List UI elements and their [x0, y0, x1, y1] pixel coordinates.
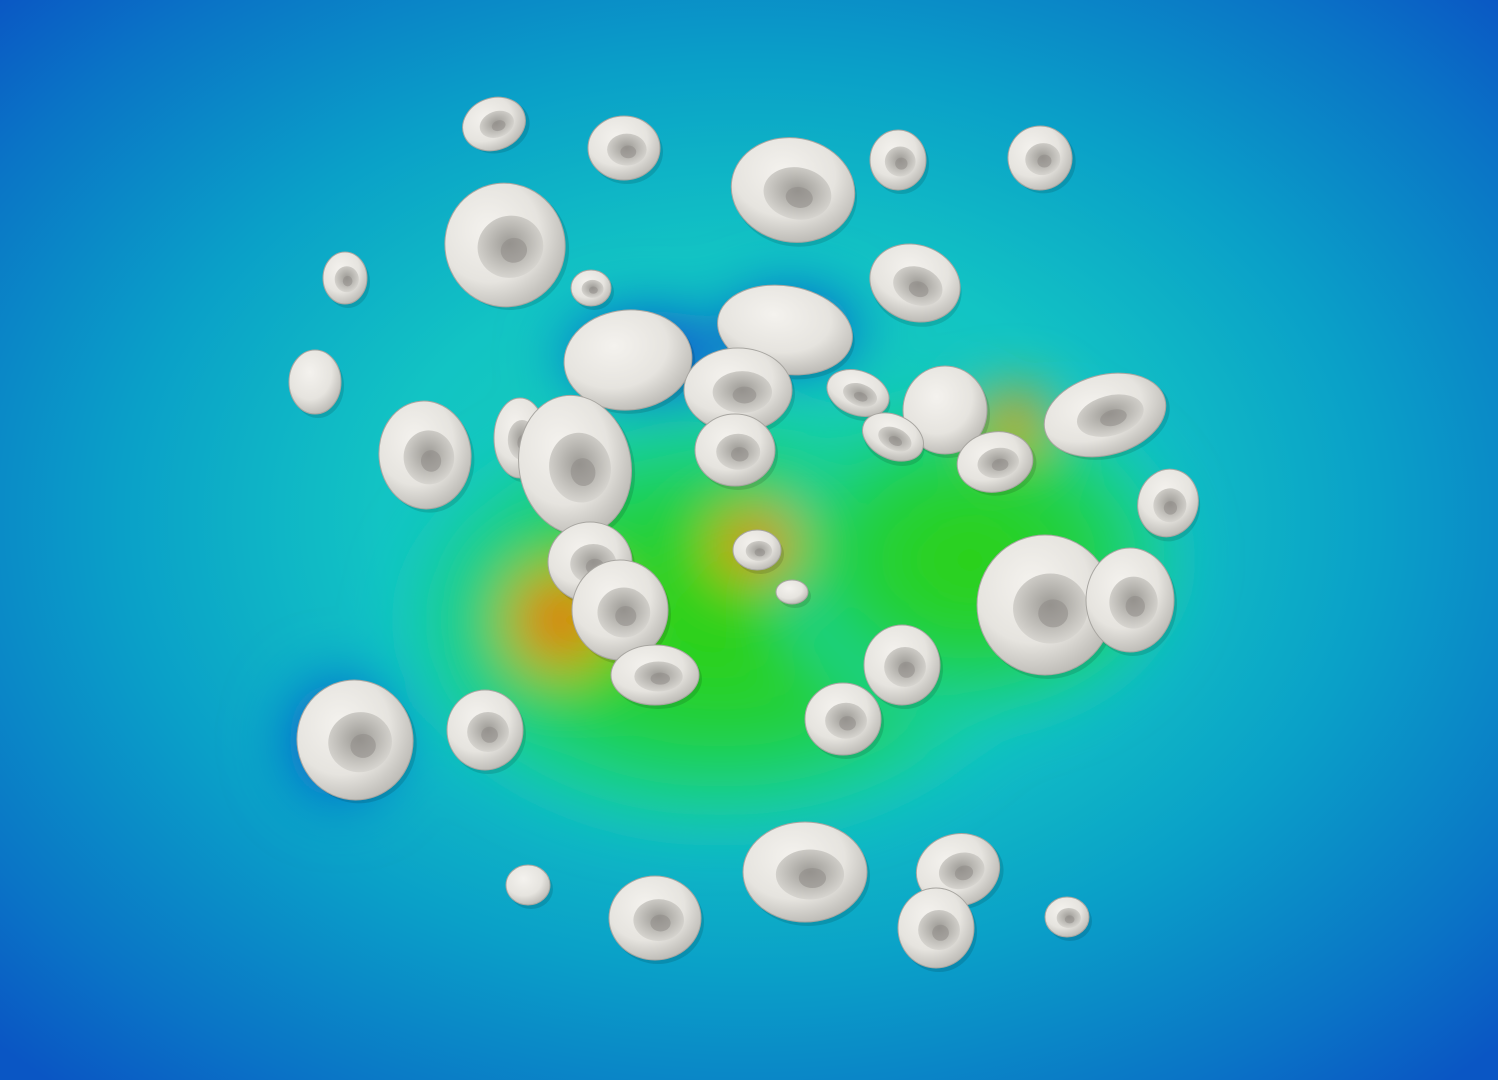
red-blood-cell [742, 821, 870, 926]
red-blood-cell [505, 864, 553, 909]
red-blood-cell [296, 679, 417, 804]
red-blood-cell [826, 369, 891, 422]
red-blood-cell [570, 269, 614, 310]
red-blood-cell [610, 644, 702, 709]
red-blood-cell [587, 115, 663, 184]
red-blood-cell [869, 129, 929, 194]
red-blood-cell [322, 251, 370, 308]
red-blood-cell [897, 887, 977, 972]
red-blood-cell [1085, 547, 1177, 656]
red-blood-cell [956, 431, 1037, 496]
red-blood-cell [869, 243, 962, 327]
red-blood-cell [862, 412, 925, 466]
red-blood-cell [378, 400, 475, 513]
red-blood-cell [976, 534, 1116, 679]
red-blood-cell [1137, 468, 1201, 542]
red-blood-cell [462, 96, 530, 154]
red-blood-cell [902, 365, 990, 458]
red-blood-cell [608, 875, 704, 964]
red-blood-cell [288, 349, 344, 418]
red-blood-cell [863, 624, 943, 709]
red-blood-cell [683, 347, 795, 436]
red-blood-cell [732, 529, 784, 574]
red-blood-cell [444, 182, 570, 310]
red-blood-cell [446, 689, 526, 774]
red-blood-cell [1043, 372, 1170, 460]
red-blood-cell [563, 309, 696, 414]
red-blood-cell [730, 137, 857, 247]
red-blood-cell [804, 682, 884, 759]
red-blood-cell [1044, 896, 1092, 941]
red-blood-cell [694, 413, 778, 490]
red-blood-cell [775, 579, 811, 608]
red-blood-cell [571, 559, 671, 664]
red-blood-cell [518, 394, 636, 539]
red-blood-cell [1007, 125, 1076, 194]
cell-layer [288, 96, 1201, 972]
